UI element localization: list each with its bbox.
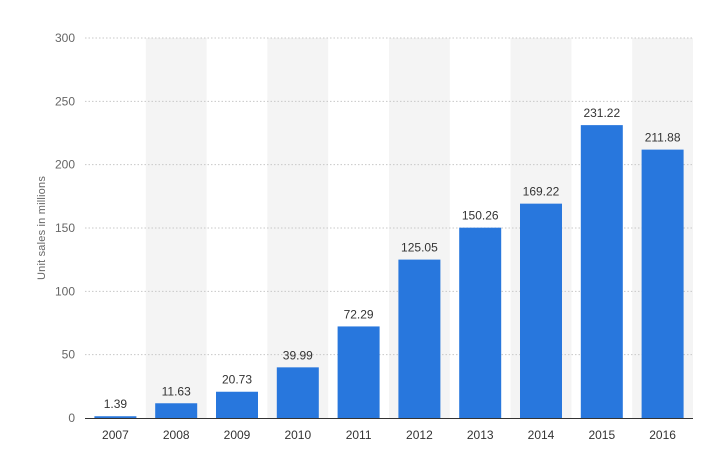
x-tick-label: 2010 bbox=[284, 428, 311, 442]
data-label: 150.26 bbox=[462, 209, 499, 223]
y-tick-label: 300 bbox=[55, 31, 75, 45]
x-tick-label: 2015 bbox=[588, 428, 615, 442]
y-tick-label: 200 bbox=[55, 158, 75, 172]
y-tick-label: 250 bbox=[55, 94, 75, 108]
y-tick-label: 150 bbox=[55, 221, 75, 235]
x-tick-label: 2016 bbox=[649, 428, 676, 442]
bar bbox=[337, 326, 380, 418]
bar bbox=[276, 367, 319, 418]
data-label: 211.88 bbox=[645, 131, 681, 145]
data-label: 72.29 bbox=[344, 307, 374, 321]
x-tick-label: 2009 bbox=[224, 428, 251, 442]
bar bbox=[459, 227, 502, 418]
y-tick-label: 100 bbox=[55, 284, 75, 298]
data-label: 125.05 bbox=[401, 241, 438, 255]
bar bbox=[641, 149, 684, 419]
data-label: 1.39 bbox=[104, 397, 128, 411]
bar bbox=[94, 416, 137, 418]
data-label: 20.73 bbox=[222, 373, 252, 387]
y-tick-label: 0 bbox=[68, 411, 75, 425]
bar bbox=[155, 403, 198, 418]
data-label: 11.63 bbox=[162, 384, 191, 398]
bar bbox=[580, 125, 623, 418]
data-label: 39.99 bbox=[283, 348, 313, 362]
y-tick-label: 50 bbox=[62, 348, 76, 362]
bar bbox=[520, 203, 562, 418]
data-label: 169.22 bbox=[523, 185, 560, 199]
x-tick-label: 2011 bbox=[346, 428, 372, 442]
x-tick-label: 2013 bbox=[467, 428, 494, 442]
data-label: 231.22 bbox=[583, 106, 620, 120]
bar bbox=[398, 259, 441, 418]
x-tick-label: 2008 bbox=[163, 428, 190, 442]
x-tick-label: 2007 bbox=[102, 428, 129, 442]
x-tick-label: 2014 bbox=[528, 428, 555, 442]
x-tick-label: 2012 bbox=[406, 428, 433, 442]
bar bbox=[216, 391, 258, 418]
